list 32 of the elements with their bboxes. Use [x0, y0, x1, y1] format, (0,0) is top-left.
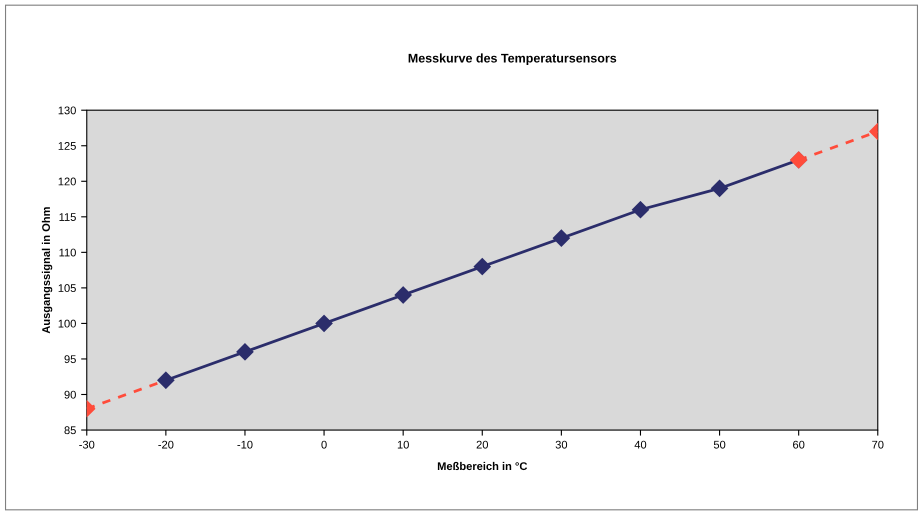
x-tick-label: 0: [321, 440, 327, 449]
x-tick-label: 60: [793, 440, 804, 449]
y-tick-label: 95: [64, 355, 76, 364]
point: [394, 286, 412, 304]
y-tick-label: 100: [58, 320, 76, 328]
y-tick-label: 110: [59, 248, 76, 256]
x-axis-title: Meßbereich in °C: [438, 462, 528, 470]
x-tick-label: 40: [634, 440, 646, 449]
x-tick-label: -30: [79, 440, 94, 449]
y-tick-label: 105: [58, 284, 76, 292]
y-tick-label: 90: [64, 390, 76, 399]
y-tick-label: 115: [59, 213, 76, 221]
y-tick-label: 85: [64, 426, 76, 434]
y-axis-title: Ausgangssignal in Ohm: [42, 207, 52, 334]
point: [157, 372, 174, 389]
chart-title: Messkurve des Temperatursensors: [408, 53, 616, 66]
point: [632, 201, 650, 218]
x-tick-label: 50: [714, 440, 726, 449]
y-tick-label: 130: [58, 106, 76, 114]
x-tick-label: 30: [556, 440, 568, 449]
point: [552, 230, 570, 247]
y-tick-label: 120: [58, 178, 76, 186]
x-tick-label: -20: [158, 440, 174, 449]
y-tick-label: 125: [58, 142, 76, 150]
x-tick-label: 20: [476, 440, 488, 449]
x-tick-label: 10: [398, 440, 409, 449]
point: [474, 258, 491, 276]
point: [711, 180, 728, 197]
point: [316, 314, 333, 332]
point: [236, 343, 254, 360]
x-tick-label: 70: [872, 440, 884, 449]
x-tick-label: -10: [237, 440, 253, 449]
